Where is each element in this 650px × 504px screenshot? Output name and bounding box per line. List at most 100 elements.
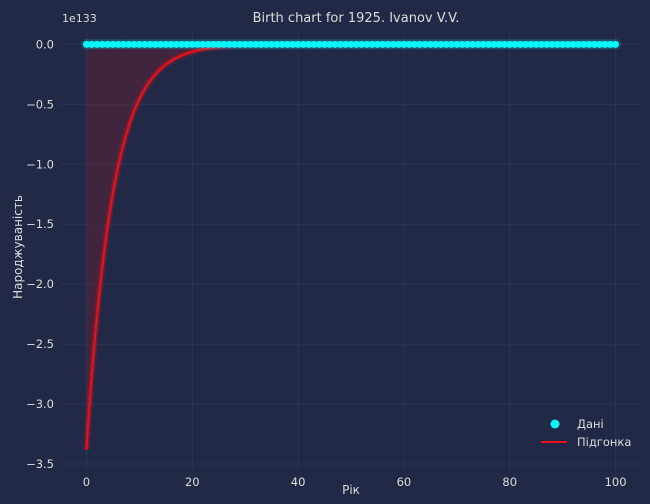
data-point xyxy=(569,40,577,48)
data-point xyxy=(336,40,344,48)
data-point xyxy=(305,40,313,48)
data-point xyxy=(463,40,471,48)
data-point xyxy=(559,40,567,48)
legend-label-data: Дані xyxy=(577,417,604,431)
data-point xyxy=(490,40,498,48)
data-point xyxy=(432,40,440,48)
y-tick-label: −1.5 xyxy=(26,217,54,231)
data-point xyxy=(104,40,112,48)
data-point xyxy=(167,40,175,48)
chart-title: Birth chart for 1925. Ivanov V.V. xyxy=(253,11,460,26)
data-point xyxy=(416,40,424,48)
data-point xyxy=(373,40,381,48)
data-point xyxy=(231,40,239,48)
data-point xyxy=(289,40,297,48)
data-point xyxy=(442,40,450,48)
data-point xyxy=(485,40,493,48)
x-tick-label: 20 xyxy=(185,475,200,489)
x-tick-label: 100 xyxy=(605,475,627,489)
data-point xyxy=(299,40,307,48)
data-point xyxy=(437,40,445,48)
y-tick-label: −0.5 xyxy=(26,97,54,111)
data-point xyxy=(257,40,265,48)
data-point xyxy=(368,40,376,48)
data-point xyxy=(252,40,260,48)
data-point xyxy=(379,40,387,48)
x-tick-label: 40 xyxy=(291,475,306,489)
data-point xyxy=(88,40,96,48)
data-point xyxy=(400,40,408,48)
data-point xyxy=(146,40,154,48)
data-point xyxy=(606,40,614,48)
data-point xyxy=(590,40,598,48)
data-point xyxy=(405,40,413,48)
data-point xyxy=(553,40,561,48)
data-point xyxy=(162,40,170,48)
data-point xyxy=(262,40,270,48)
data-point xyxy=(511,40,519,48)
legend-marker-data xyxy=(550,419,560,429)
data-point xyxy=(130,40,138,48)
y-tick-label: −2.5 xyxy=(26,337,54,351)
data-point xyxy=(157,40,165,48)
data-points-layer xyxy=(80,38,622,50)
data-point xyxy=(204,40,212,48)
data-point xyxy=(516,40,524,48)
data-point xyxy=(453,40,461,48)
data-point xyxy=(596,40,604,48)
data-point xyxy=(321,40,329,48)
data-point xyxy=(268,40,276,48)
data-point xyxy=(421,40,429,48)
data-point xyxy=(236,40,244,48)
y-tick-label: 0.0 xyxy=(36,37,54,51)
data-point xyxy=(278,40,286,48)
data-point xyxy=(342,40,350,48)
y-tick-label: −1.0 xyxy=(26,157,54,171)
data-point xyxy=(527,40,535,48)
data-point xyxy=(172,40,180,48)
data-point xyxy=(273,40,281,48)
data-point xyxy=(495,40,503,48)
data-point xyxy=(506,40,514,48)
legend: Дані Підгонка xyxy=(541,417,631,449)
y-axis-label: Народжуваність xyxy=(11,195,25,299)
data-point xyxy=(474,40,482,48)
data-point xyxy=(352,40,360,48)
data-point xyxy=(114,40,122,48)
data-point xyxy=(601,40,609,48)
axis-labels: Birth chart for 1925. Ivanov V.V. 1e133 … xyxy=(11,11,459,497)
data-point xyxy=(479,40,487,48)
data-point xyxy=(347,40,355,48)
data-point xyxy=(315,40,323,48)
x-axis-label: Рік xyxy=(342,483,360,497)
data-point xyxy=(98,40,106,48)
data-point xyxy=(532,40,540,48)
data-point xyxy=(294,40,302,48)
data-point xyxy=(585,40,593,48)
data-point xyxy=(151,40,159,48)
data-point xyxy=(543,40,551,48)
data-point xyxy=(500,40,508,48)
data-point xyxy=(384,40,392,48)
data-point xyxy=(82,40,90,48)
data-point xyxy=(284,40,292,48)
data-point xyxy=(188,40,196,48)
data-point xyxy=(119,40,127,48)
data-point xyxy=(310,40,318,48)
data-point xyxy=(194,40,202,48)
data-point xyxy=(93,40,101,48)
data-point xyxy=(141,40,149,48)
data-point xyxy=(358,40,366,48)
fit-line-layer xyxy=(82,40,616,450)
data-point xyxy=(215,40,223,48)
data-point xyxy=(548,40,556,48)
data-point xyxy=(580,40,588,48)
fit-line xyxy=(85,43,616,450)
data-point xyxy=(326,40,334,48)
y-tick-label: −2.0 xyxy=(26,277,54,291)
x-tick-label: 0 xyxy=(83,475,90,489)
data-point xyxy=(241,40,249,48)
data-point xyxy=(564,40,572,48)
